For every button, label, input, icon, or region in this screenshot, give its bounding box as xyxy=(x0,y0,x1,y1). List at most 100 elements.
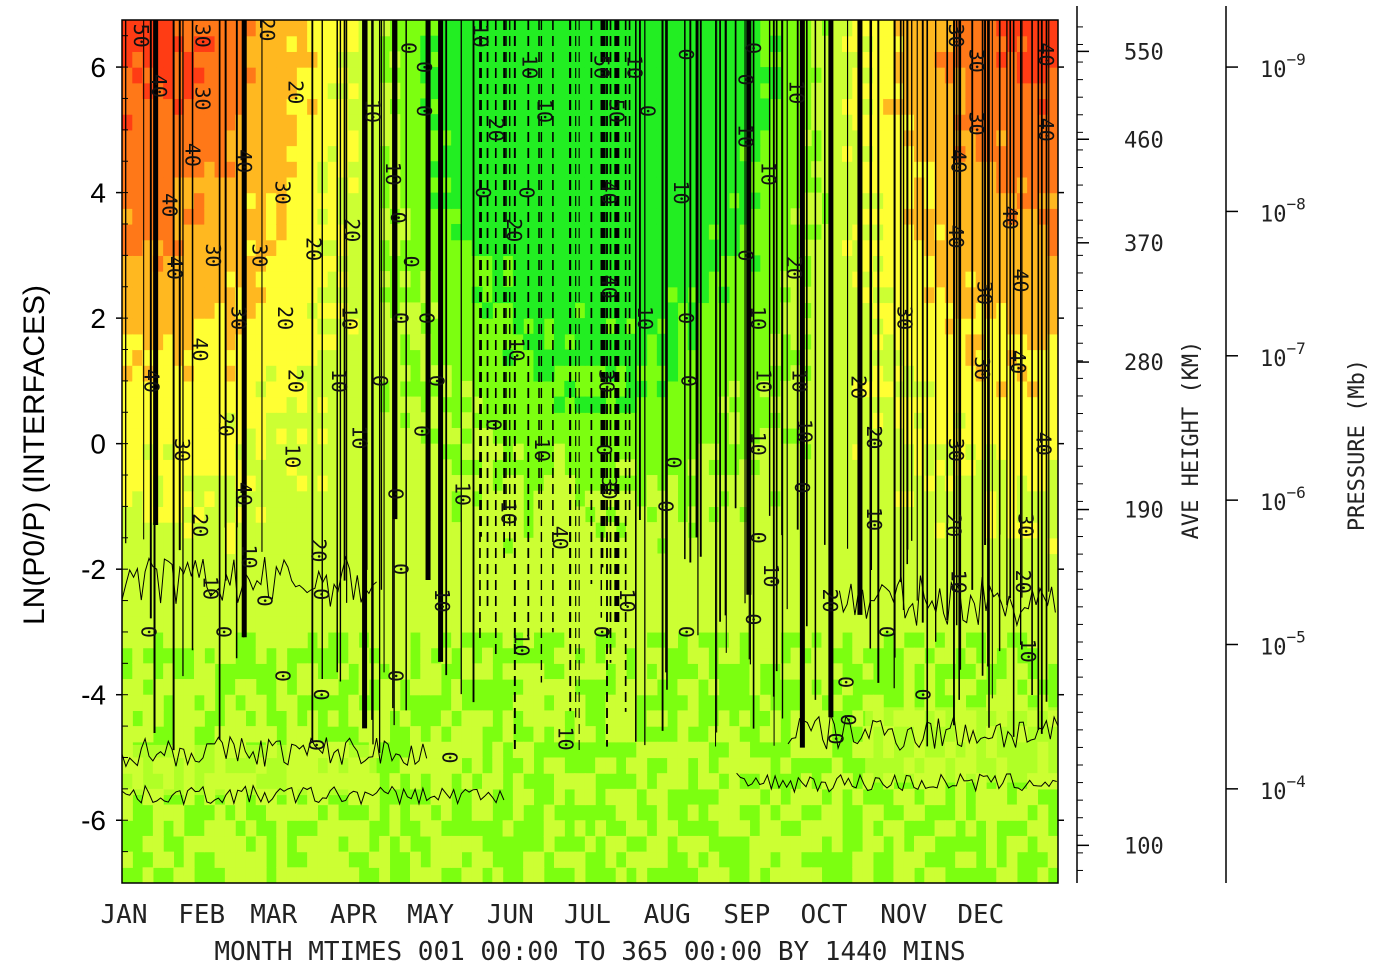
band-cell xyxy=(574,192,586,209)
band-cell xyxy=(235,380,247,398)
band-cell xyxy=(677,239,689,256)
band-cell xyxy=(636,349,648,366)
band-cell xyxy=(142,616,154,633)
band-cell xyxy=(502,506,514,523)
band-cell xyxy=(389,522,401,539)
contour-label: 40 xyxy=(180,143,204,167)
band-cell xyxy=(368,584,380,602)
band-cell xyxy=(584,553,596,570)
band-cell xyxy=(1006,663,1018,680)
band-cell xyxy=(564,679,576,696)
band-cell xyxy=(266,631,277,649)
band-cell xyxy=(770,537,781,555)
contour-label: 30 xyxy=(594,369,618,393)
band-cell xyxy=(183,129,195,147)
band-cell xyxy=(183,851,195,868)
band-cell xyxy=(451,616,463,633)
band-cell xyxy=(996,302,1008,319)
band-cell xyxy=(698,835,709,853)
band-cell xyxy=(296,98,308,115)
band-cell xyxy=(903,20,915,37)
band-cell xyxy=(800,663,812,680)
band-cell xyxy=(327,35,339,52)
band-cell xyxy=(245,51,257,68)
band-cell xyxy=(430,302,442,319)
band-cell xyxy=(965,380,977,398)
band-cell xyxy=(574,396,586,413)
contour-label-text: 0 xyxy=(368,375,392,387)
band-cell xyxy=(410,475,421,492)
band-cell xyxy=(862,51,874,68)
band-cell xyxy=(667,255,679,272)
band-cell xyxy=(667,67,679,84)
band-cell xyxy=(1006,239,1018,256)
band-cell xyxy=(646,851,658,868)
contour-label: 0 xyxy=(733,249,757,261)
band-cell xyxy=(749,82,761,100)
band-cell xyxy=(183,443,195,460)
band-cell xyxy=(420,584,432,602)
band-cell xyxy=(811,365,823,382)
band-cell xyxy=(584,20,596,37)
band-cell xyxy=(842,569,853,586)
band-cell xyxy=(348,506,360,523)
band-cell xyxy=(728,726,740,743)
band-cell xyxy=(708,616,720,633)
band-cell xyxy=(132,663,144,680)
band-cell xyxy=(276,349,288,366)
band-cell xyxy=(924,35,936,52)
band-cell xyxy=(636,161,648,178)
band-cell xyxy=(502,584,514,602)
band-cell xyxy=(564,569,576,586)
contour-label-text: 30 xyxy=(972,281,996,305)
band-cell xyxy=(296,663,308,680)
band-cell xyxy=(646,569,658,586)
band-cell xyxy=(245,537,257,555)
band-cell xyxy=(194,365,205,382)
contour-label: 10 xyxy=(510,632,534,656)
pressure-tick-exponent: −9 xyxy=(1287,50,1306,69)
band-cell xyxy=(903,271,915,288)
band-cell xyxy=(1016,835,1028,853)
band-cell xyxy=(276,851,288,868)
band-cell xyxy=(770,475,781,492)
band-cell xyxy=(204,396,216,413)
band-cell xyxy=(183,522,195,539)
band-cell xyxy=(708,129,720,147)
band-cell xyxy=(122,506,133,523)
band-cell xyxy=(543,553,555,570)
band-cell xyxy=(924,490,936,508)
band-cell xyxy=(728,490,740,508)
band-cell xyxy=(1047,67,1058,84)
band-cell xyxy=(512,271,524,288)
band-cell xyxy=(636,239,648,256)
band-cell xyxy=(543,161,555,178)
band-cell xyxy=(770,584,781,602)
band-cell xyxy=(831,490,843,508)
band-cell xyxy=(708,522,720,539)
contour-label-text: 0 xyxy=(304,739,328,751)
band-cell xyxy=(831,271,843,288)
band-cell xyxy=(512,35,524,52)
band-cell xyxy=(1037,804,1049,821)
band-cell xyxy=(800,788,812,806)
band-cell xyxy=(636,67,648,84)
contour-label: 0 xyxy=(911,689,935,701)
band-cell xyxy=(914,20,925,37)
band-cell xyxy=(142,365,154,382)
band-cell xyxy=(667,82,679,100)
band-cell xyxy=(523,600,535,617)
band-cell xyxy=(554,443,565,460)
band-cell xyxy=(687,835,699,853)
band-cell xyxy=(461,726,473,743)
band-cell xyxy=(368,726,380,743)
band-cell xyxy=(811,349,823,366)
band-cell xyxy=(204,443,216,460)
band-cell xyxy=(173,553,185,570)
band-cell xyxy=(986,161,997,178)
contour-label: 30 xyxy=(191,86,215,110)
band-cell xyxy=(698,757,709,774)
band-cell xyxy=(132,286,144,304)
band-cell xyxy=(183,302,195,319)
band-cell xyxy=(944,145,956,162)
